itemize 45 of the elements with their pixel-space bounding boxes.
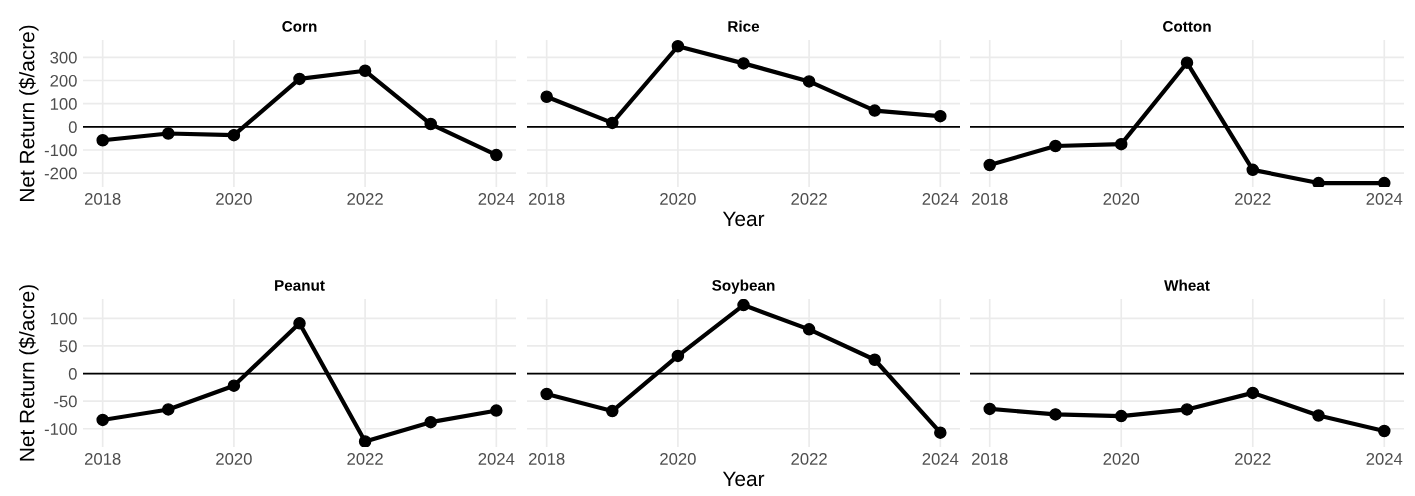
x-tick-label: 2018 bbox=[528, 193, 565, 205]
y-tick-label: 0 bbox=[68, 367, 77, 380]
x-tick-label: 2022 bbox=[791, 193, 827, 205]
chart-title: Corn bbox=[282, 21, 317, 32]
chart-title: Rice bbox=[728, 20, 760, 32]
chart-title: Wheat bbox=[1164, 279, 1210, 291]
y-tick-label: -200 bbox=[44, 167, 77, 180]
x-tick-label: 2022 bbox=[347, 193, 383, 205]
x-tick-label: 2022 bbox=[791, 453, 827, 465]
y-tick-label: -50 bbox=[54, 395, 77, 408]
y-tick-label: 50 bbox=[59, 340, 77, 353]
x-tick-label: 2022 bbox=[1235, 193, 1271, 205]
x-tick-label: 2022 bbox=[1235, 453, 1271, 465]
x-tick-label: 2018 bbox=[84, 193, 121, 205]
chart-title: Cotton bbox=[1163, 21, 1211, 32]
y-tick-label: -100 bbox=[44, 144, 77, 157]
x-tick-label: 2020 bbox=[660, 193, 696, 205]
x-tick-label: 2020 bbox=[660, 453, 696, 465]
y-tick-label: 200 bbox=[50, 74, 77, 87]
y-axis-title: Net Return ($/acre) bbox=[18, 25, 39, 201]
x-tick-label: 2018 bbox=[84, 453, 121, 465]
x-tick-label: 2024 bbox=[922, 453, 959, 465]
y-tick-label: 0 bbox=[68, 121, 77, 134]
x-tick-label: 2020 bbox=[216, 193, 252, 205]
y-tick-label: 300 bbox=[50, 51, 77, 64]
y-tick-label: 100 bbox=[50, 98, 77, 110]
x-tick-label: 2020 bbox=[1103, 193, 1140, 205]
x-tick-label: 2020 bbox=[1103, 453, 1140, 465]
y-tick-label: -100 bbox=[44, 423, 77, 435]
x-tick-label: 2018 bbox=[972, 453, 1008, 465]
x-tick-label: 2024 bbox=[922, 193, 959, 205]
x-tick-label: 2024 bbox=[478, 453, 515, 465]
x-tick-label: 2024 bbox=[1366, 453, 1403, 465]
x-tick-label: 2024 bbox=[1366, 193, 1403, 205]
y-axis-title: Net Return ($/acre) bbox=[18, 285, 39, 461]
x-axis-title: Year bbox=[722, 471, 765, 487]
chart-title: Soybean bbox=[712, 279, 775, 294]
x-tick-label: 2018 bbox=[972, 193, 1008, 205]
x-tick-label: 2020 bbox=[216, 453, 252, 465]
y-tick-label: 100 bbox=[50, 312, 77, 325]
x-tick-label: 2024 bbox=[478, 193, 515, 205]
chart-title: Peanut bbox=[275, 280, 325, 291]
x-axis-title: Year bbox=[722, 211, 765, 227]
x-tick-label: 2018 bbox=[528, 453, 565, 465]
x-tick-label: 2022 bbox=[347, 453, 383, 465]
